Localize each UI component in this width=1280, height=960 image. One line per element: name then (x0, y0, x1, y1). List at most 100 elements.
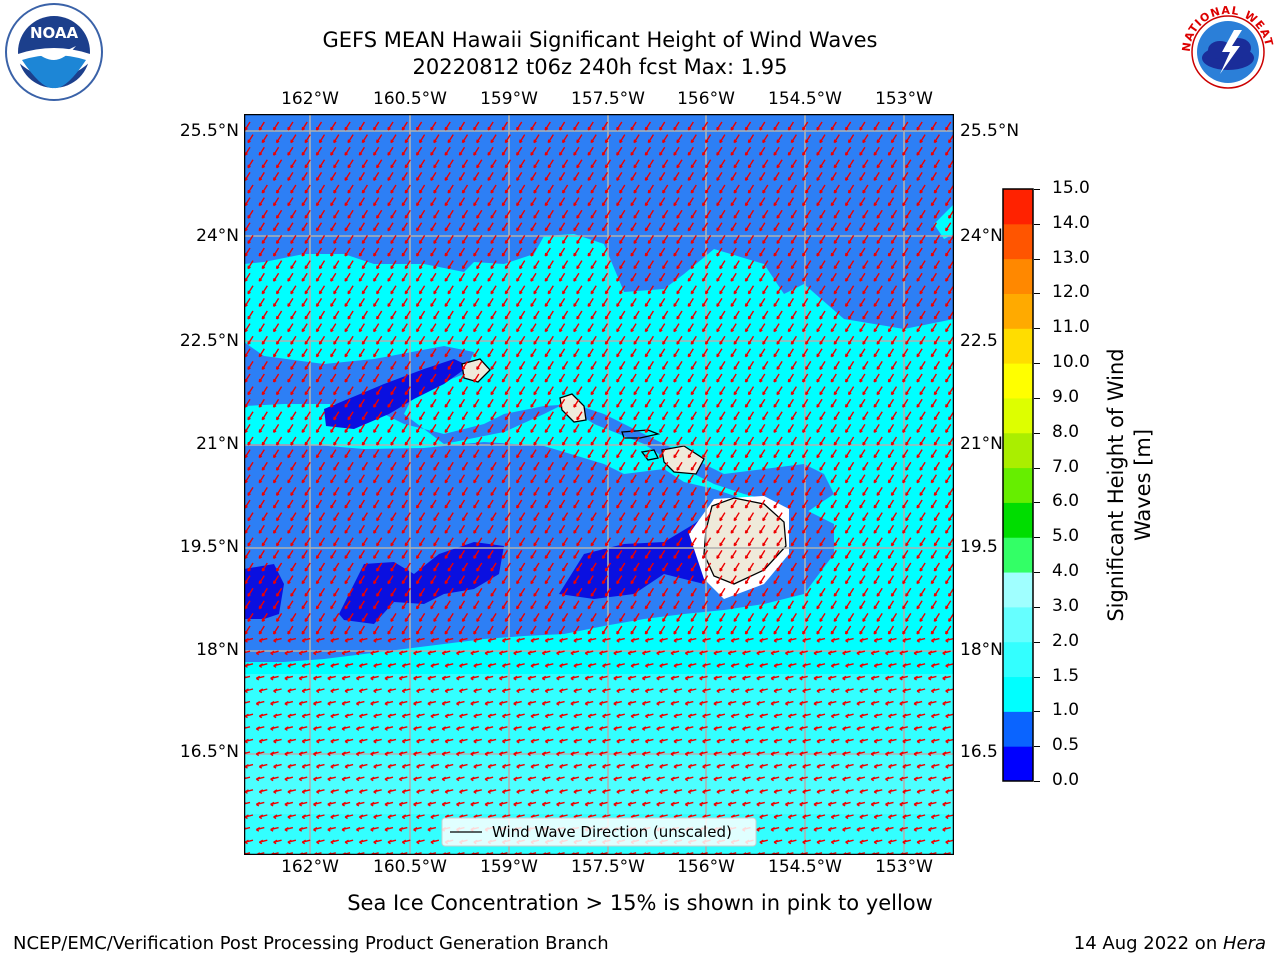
wind-wave-arrow (601, 348, 609, 358)
wind-wave-arrow (759, 348, 766, 358)
wind-wave-arrow (859, 298, 866, 308)
wind-wave-arrow (501, 298, 508, 308)
wind-wave-arrow (873, 499, 880, 509)
wind-wave-arrow (673, 789, 683, 794)
colorbar-tick-mark (1034, 467, 1040, 469)
wind-wave-arrow (690, 411, 697, 421)
wind-wave-arrow (916, 600, 923, 610)
wind-wave-arrow (444, 222, 451, 232)
wind-wave-arrow (870, 700, 880, 706)
wind-wave-arrow (630, 197, 637, 207)
wind-wave-arrow (258, 713, 268, 719)
wind-wave-arrow (756, 700, 765, 706)
wind-wave-arrow (456, 751, 465, 757)
wind-wave-arrow (447, 537, 454, 547)
wind-wave-arrow (819, 562, 826, 572)
wind-wave-arrow (255, 700, 265, 706)
wind-wave-arrow (404, 537, 411, 547)
wind-wave-arrow (501, 272, 508, 282)
wind-wave-arrow (776, 361, 783, 371)
wind-wave-arrow (730, 663, 740, 668)
wind-wave-arrow (630, 550, 637, 560)
wind-wave-arrow (347, 134, 354, 144)
wind-wave-arrow (301, 713, 311, 719)
wind-wave-arrow (315, 197, 323, 207)
wind-wave-arrow (902, 272, 909, 282)
wind-wave-arrow (558, 499, 566, 509)
wind-wave-arrow (275, 562, 283, 572)
wind-wave-arrow (790, 587, 797, 597)
wind-wave-arrow (290, 310, 297, 320)
wind-wave-arrow (716, 738, 726, 744)
wind-wave-arrow (476, 285, 483, 295)
wind-wave-arrow (885, 751, 894, 757)
wind-wave-arrow (633, 260, 640, 270)
wind-wave-arrow (676, 613, 683, 623)
wind-wave-arrow (315, 247, 323, 257)
wind-wave-arrow (713, 675, 723, 681)
wind-wave-arrow (287, 323, 294, 333)
lat-tick-left: 22.5°N (179, 331, 239, 351)
wind-wave-arrow (845, 738, 854, 744)
wind-wave-arrow (859, 121, 866, 131)
wind-wave-arrow (387, 247, 394, 257)
wind-wave-arrow (427, 776, 437, 782)
wind-wave-arrow (601, 172, 609, 182)
wind-wave-arrow (931, 814, 940, 820)
wind-wave-arrow (827, 826, 837, 832)
wind-wave-arrow (316, 763, 325, 769)
wind-wave-arrow (401, 550, 408, 560)
wind-wave-arrow (327, 726, 336, 731)
wind-wave-arrow (859, 738, 869, 744)
wind-wave-arrow (830, 272, 837, 282)
wind-wave-arrow (673, 600, 680, 610)
wind-wave-arrow (662, 184, 669, 194)
wind-wave-arrow (587, 197, 594, 207)
wind-wave-arrow (458, 398, 466, 408)
wind-wave-arrow (933, 335, 940, 345)
wind-wave-arrow (673, 663, 683, 668)
wind-wave-arrow (716, 323, 723, 333)
wind-wave-arrow (730, 449, 737, 459)
wind-wave-arrow (844, 222, 852, 232)
wind-wave-arrow (504, 461, 511, 471)
wind-wave-arrow (327, 751, 336, 757)
wind-wave-arrow (490, 587, 497, 597)
wind-wave-arrow (699, 776, 708, 782)
wind-wave-arrow (762, 235, 769, 245)
wind-wave-arrow (570, 675, 580, 681)
wind-wave-arrow (733, 184, 740, 194)
wind-wave-arrow (387, 348, 394, 358)
wind-wave-arrow (633, 537, 640, 547)
wind-wave-arrow (644, 600, 651, 610)
wind-wave-arrow (630, 625, 637, 635)
wind-wave-arrow (859, 625, 866, 635)
wind-wave-arrow (733, 461, 740, 471)
wind-wave-arrow (930, 348, 937, 358)
wind-wave-arrow (418, 209, 426, 219)
wind-wave-arrow (258, 763, 268, 769)
colorbar-tick-mark (1034, 572, 1040, 574)
wind-wave-arrow (447, 613, 454, 623)
wind-wave-arrow (805, 184, 812, 194)
wind-wave-arrow (870, 801, 880, 807)
wind-wave-arrow (613, 801, 622, 807)
wind-wave-arrow (287, 839, 297, 845)
wind-wave-arrow (905, 386, 912, 396)
wind-wave-arrow (376, 134, 383, 144)
wind-wave-arrow (447, 235, 454, 245)
wind-wave-arrow (587, 247, 594, 257)
wind-wave-arrow (701, 424, 709, 434)
wind-wave-arrow (747, 562, 755, 572)
wind-wave-arrow (619, 562, 626, 572)
wind-wave-arrow (384, 700, 394, 706)
wind-wave-arrow (558, 373, 566, 383)
wind-wave-arrow (776, 235, 783, 245)
wind-wave-arrow (733, 335, 740, 345)
colorbar-tick-mark (1034, 641, 1040, 643)
wind-wave-arrow (530, 524, 537, 534)
wind-wave-arrow (327, 801, 336, 807)
wind-wave-arrow (527, 726, 537, 731)
wind-wave-arrow (805, 310, 812, 320)
wind-wave-arrow (458, 146, 466, 156)
